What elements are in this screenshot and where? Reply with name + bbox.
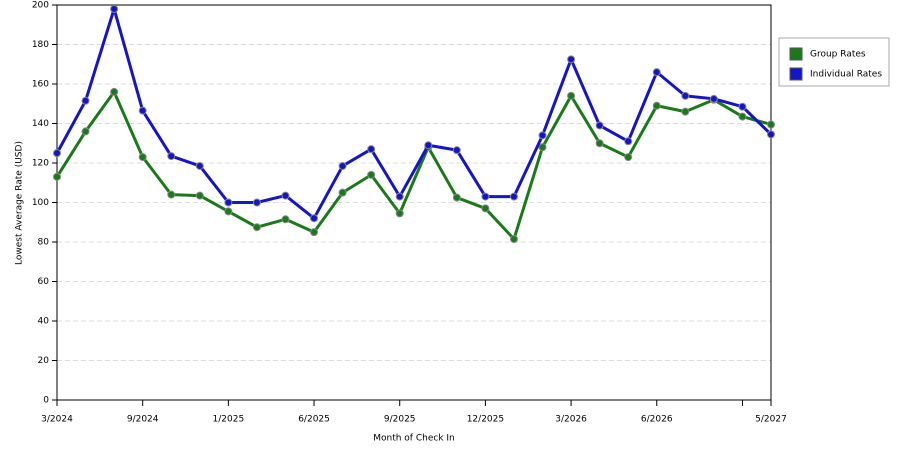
data-point xyxy=(481,204,490,213)
data-point xyxy=(595,139,604,148)
series-line xyxy=(55,7,773,220)
y-tick-label: 140 xyxy=(32,119,49,129)
x-tick-label: 3/2026 xyxy=(555,415,587,425)
x-tick-label: 9/2024 xyxy=(127,415,159,425)
series-line xyxy=(55,90,772,241)
legend-swatch xyxy=(789,47,803,61)
data-point xyxy=(538,131,547,140)
data-point xyxy=(509,192,518,201)
data-point xyxy=(81,96,90,105)
data-point xyxy=(195,191,204,200)
data-point xyxy=(481,192,490,201)
y-tick-label: 60 xyxy=(38,277,50,287)
data-point xyxy=(110,4,119,13)
data-point xyxy=(538,143,547,152)
data-point xyxy=(310,214,319,223)
data-point xyxy=(395,192,404,201)
y-tick-label: 200 xyxy=(32,1,49,11)
y-tick-label: 100 xyxy=(32,198,49,208)
legend-label: Group Rates xyxy=(810,50,866,60)
y-tick-label: 160 xyxy=(32,80,49,90)
plot-frame xyxy=(56,4,772,401)
data-point xyxy=(252,223,261,232)
data-point xyxy=(53,149,61,158)
data-point xyxy=(738,102,747,111)
data-point xyxy=(567,55,576,64)
y-tick-label: 80 xyxy=(38,238,50,248)
data-point xyxy=(452,193,461,202)
y-tick-label: 180 xyxy=(32,40,49,50)
data-point xyxy=(681,107,690,116)
x-tick-label: 3/2024 xyxy=(41,415,73,425)
legend-swatch xyxy=(789,67,803,81)
y-axis-label: Lowest Average Rate (USD) xyxy=(15,141,25,265)
data-point xyxy=(252,198,261,207)
legend-label: Individual Rates xyxy=(810,70,882,80)
data-point xyxy=(81,127,90,136)
data-point xyxy=(395,209,404,218)
data-point xyxy=(509,235,518,244)
data-point xyxy=(652,101,661,110)
x-tick-label: 6/2025 xyxy=(298,415,330,425)
data-point xyxy=(624,137,633,146)
data-point xyxy=(424,141,433,150)
data-point xyxy=(595,121,604,130)
y-tick-label: 0 xyxy=(43,396,49,406)
data-point xyxy=(767,130,775,139)
data-point xyxy=(709,94,718,103)
x-tick-label: 6/2026 xyxy=(641,415,673,425)
data-point xyxy=(53,172,61,181)
y-tick-label: 120 xyxy=(32,159,49,169)
data-point xyxy=(624,153,633,162)
data-point xyxy=(281,191,290,200)
data-point xyxy=(738,112,747,121)
data-point xyxy=(110,87,119,96)
data-point xyxy=(681,91,690,100)
data-point xyxy=(224,198,233,207)
x-tick-label: 1/2025 xyxy=(213,415,245,425)
data-point xyxy=(167,190,176,199)
data-point xyxy=(167,152,176,161)
x-tick-label: 12/2025 xyxy=(467,415,504,425)
y-tick-label: 40 xyxy=(38,317,50,327)
data-point xyxy=(138,106,147,115)
data-point xyxy=(310,228,319,237)
y-tick-label: 20 xyxy=(38,356,50,366)
data-point xyxy=(452,146,461,155)
data-point xyxy=(652,68,661,77)
data-point xyxy=(195,161,204,170)
data-point xyxy=(367,145,376,154)
data-point xyxy=(367,170,376,179)
x-tick-label: 5/2027 xyxy=(755,415,787,425)
data-point xyxy=(767,120,775,129)
x-axis-label: Month of Check In xyxy=(373,434,455,444)
data-point xyxy=(338,188,347,197)
data-point xyxy=(338,161,347,170)
data-point xyxy=(224,207,233,216)
data-point xyxy=(281,215,290,224)
data-point xyxy=(138,153,147,162)
x-tick-label: 9/2025 xyxy=(384,415,416,425)
data-point xyxy=(567,91,576,100)
